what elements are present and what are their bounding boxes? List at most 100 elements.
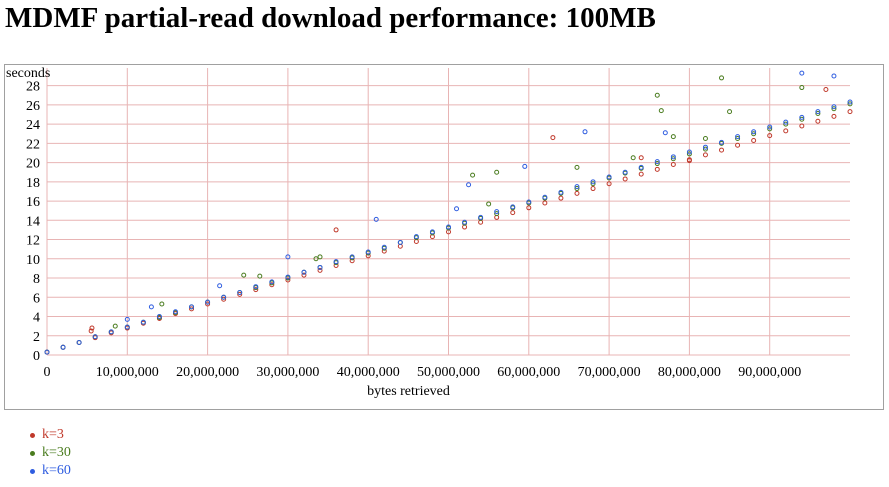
data-point (269, 282, 275, 288)
data-point (574, 164, 580, 170)
data-point (349, 254, 355, 260)
data-point (108, 329, 114, 335)
legend-item: k=60 (30, 462, 71, 480)
data-point (767, 126, 773, 132)
data-point (172, 309, 178, 315)
data-point (702, 144, 708, 150)
data-point (574, 190, 580, 196)
data-point (257, 273, 263, 279)
data-point (470, 172, 476, 178)
data-point (815, 109, 821, 115)
data-point (478, 214, 484, 220)
data-point (189, 306, 195, 312)
x-tick-label: 10,000,000 (96, 365, 159, 380)
data-point (654, 161, 660, 167)
data-point (60, 344, 66, 350)
x-tick-label: 0 (44, 365, 51, 380)
data-point (686, 151, 692, 157)
data-point (847, 109, 853, 115)
x-tick-label: 50,000,000 (417, 365, 480, 380)
legend-label: k=30 (42, 445, 71, 460)
chart-frame: 0 2 4 6 8 10 12 14 16 18 20 22 24 26 28 0 10,000,000 20,0… (4, 64, 884, 410)
data-point (44, 349, 50, 355)
data-point (317, 267, 323, 273)
data-point (381, 244, 387, 250)
data-point (317, 264, 323, 270)
data-point (542, 200, 548, 206)
data-point (522, 163, 528, 169)
data-point (285, 274, 291, 280)
data-point (413, 234, 419, 240)
y-tick-label: 0 (33, 349, 40, 364)
y-tick-label: 4 (33, 311, 40, 326)
legend-marker (30, 450, 35, 456)
x-tick-label: 80,000,000 (658, 365, 721, 380)
data-point (606, 181, 612, 187)
data-point (526, 199, 532, 205)
data-point (494, 169, 500, 175)
data-point (574, 186, 580, 192)
data-point (702, 146, 708, 152)
data-point (606, 174, 612, 180)
data-point (799, 116, 805, 122)
data-point (285, 254, 291, 260)
data-point (815, 111, 821, 117)
data-point (88, 328, 94, 334)
data-point (702, 152, 708, 158)
data-point (638, 164, 644, 170)
data-point (462, 219, 468, 225)
data-point (719, 139, 725, 145)
data-point (159, 301, 165, 307)
data-point (486, 201, 492, 207)
x-tick-label: 20,000,000 (176, 365, 239, 380)
data-point (373, 216, 379, 222)
data-point (333, 227, 339, 233)
data-point (831, 106, 837, 112)
data-point (767, 124, 773, 130)
y-tick-label: 16 (26, 195, 40, 210)
data-point (638, 155, 644, 161)
data-point (92, 334, 98, 340)
data-point (799, 123, 805, 129)
data-point (719, 75, 725, 81)
y-tick-label: 28 (26, 80, 40, 95)
data-point (205, 299, 211, 305)
y-tick-label: 24 (26, 118, 40, 133)
data-point (799, 70, 805, 76)
legend-label: k=3 (42, 427, 64, 442)
data-point (365, 249, 371, 255)
y-tick-label: 14 (26, 214, 40, 229)
data-point (466, 182, 472, 188)
data-point (558, 189, 564, 195)
data-point (686, 149, 692, 155)
data-point (638, 171, 644, 177)
data-point (783, 121, 789, 127)
data-point (89, 325, 95, 331)
y-tick-label: 12 (26, 234, 40, 249)
data-point (510, 204, 516, 210)
x-tick-label: 60,000,000 (497, 365, 560, 380)
data-point (658, 108, 664, 114)
data-point (727, 109, 733, 115)
legend-marker (30, 432, 35, 438)
data-point (799, 85, 805, 91)
data-point (622, 176, 628, 182)
data-point (670, 162, 676, 168)
data-point (76, 339, 82, 345)
data-point (285, 277, 291, 283)
data-point (454, 206, 460, 212)
y-tick-label: 18 (26, 176, 40, 191)
data-point (831, 113, 837, 119)
data-point (221, 296, 227, 302)
legend-item: k=3 (30, 426, 71, 444)
data-point (767, 133, 773, 139)
data-point (253, 284, 259, 290)
x-tick-label: 40,000,000 (337, 365, 400, 380)
legend-label: k=60 (42, 463, 71, 478)
data-point (317, 254, 323, 260)
data-point (831, 73, 837, 79)
data-point (735, 136, 741, 142)
data-point (831, 104, 837, 110)
data-point (590, 186, 596, 192)
